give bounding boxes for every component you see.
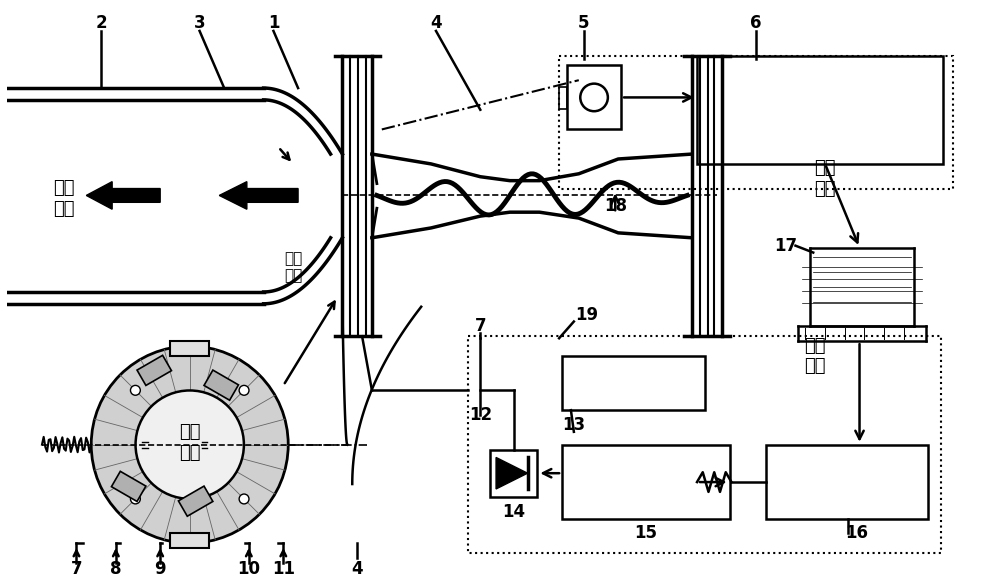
Bar (766, 445, 928, 519)
Text: 8: 8 (110, 560, 122, 578)
Text: 5: 5 (578, 14, 589, 32)
Bar (111, 472, 146, 502)
Text: 细节
展示: 细节 展示 (284, 251, 302, 284)
Bar (559, 56, 953, 188)
Circle shape (239, 494, 249, 504)
Text: 远程
控制: 远程 控制 (804, 336, 826, 375)
Text: 17: 17 (774, 237, 797, 255)
FancyArrow shape (219, 182, 298, 209)
Text: 14: 14 (502, 503, 525, 521)
Text: 6: 6 (750, 14, 762, 32)
Bar (468, 336, 941, 553)
Text: 16: 16 (845, 524, 868, 542)
Bar (697, 56, 943, 164)
Bar (562, 356, 705, 410)
Bar (137, 356, 171, 386)
Bar (559, 87, 567, 109)
Text: 3: 3 (194, 14, 205, 32)
Text: 19: 19 (575, 306, 598, 324)
Bar (567, 66, 621, 129)
Text: 数据
处理: 数据 处理 (814, 160, 836, 198)
Text: 10: 10 (237, 560, 260, 578)
Bar (562, 445, 730, 519)
Text: 7: 7 (474, 317, 486, 335)
Circle shape (136, 390, 244, 499)
Text: 4: 4 (430, 14, 442, 32)
Bar (170, 533, 209, 548)
Text: 高温
气流: 高温 气流 (179, 423, 200, 462)
Text: 9: 9 (154, 560, 166, 578)
Text: 11: 11 (272, 560, 295, 578)
Bar (490, 450, 537, 497)
Circle shape (239, 385, 249, 395)
Text: 13: 13 (562, 416, 585, 434)
Bar (207, 438, 231, 451)
Text: 15: 15 (634, 524, 657, 542)
Bar (204, 370, 238, 400)
Text: 12: 12 (469, 406, 492, 424)
Text: 7: 7 (71, 560, 82, 578)
Text: 2: 2 (95, 14, 107, 32)
Polygon shape (496, 458, 528, 489)
Text: 1: 1 (268, 14, 279, 32)
FancyArrow shape (86, 182, 160, 209)
Bar (170, 341, 209, 356)
Text: 18: 18 (604, 197, 627, 215)
Bar (148, 438, 172, 451)
Circle shape (130, 494, 140, 504)
Text: 真空
系统: 真空 系统 (53, 179, 74, 218)
Text: 4: 4 (351, 560, 363, 578)
Circle shape (91, 346, 288, 543)
Circle shape (130, 385, 140, 395)
Bar (178, 486, 213, 516)
